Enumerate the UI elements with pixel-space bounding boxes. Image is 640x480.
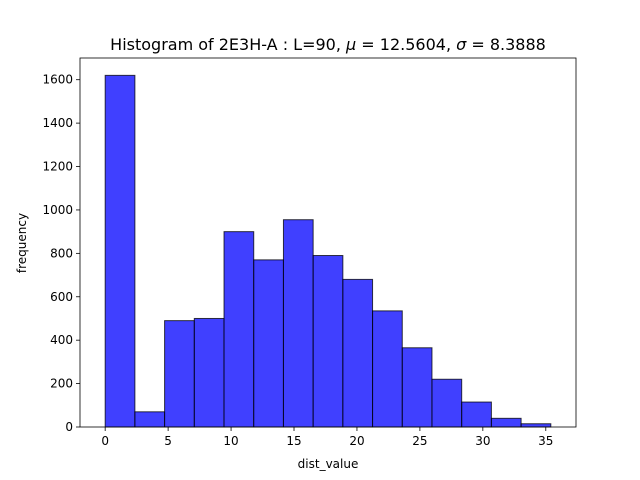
y-axis-label: frequency	[15, 213, 29, 273]
x-tick-label: 5	[164, 434, 172, 448]
y-ticks-group: 0 200 400 600 800 1000 1200 1400 1600	[42, 73, 80, 434]
bars-group	[104, 74, 552, 428]
plot-frame	[79, 57, 577, 428]
y-tick-label: 600	[50, 290, 73, 304]
histogram-bar	[342, 278, 374, 428]
histogram-bar	[193, 317, 225, 428]
y-tick-label: 1400	[42, 116, 73, 130]
histogram-bar	[461, 401, 492, 428]
y-tick-label: 400	[50, 333, 73, 347]
histogram-bar	[134, 411, 166, 428]
histogram-bar	[490, 417, 522, 428]
histogram-bar	[223, 231, 255, 428]
y-tick-label: 1600	[42, 73, 73, 87]
chart-title: Histogram of 2E3H-A : L=90, μ = 12.5604,…	[110, 35, 546, 54]
x-tick-label: 15	[286, 434, 301, 448]
y-tick-label: 0	[65, 420, 73, 434]
histogram-bar	[282, 219, 314, 428]
x-ticks-group: 0 5 10 15 20 25 30 35	[101, 427, 553, 448]
histogram-bar	[164, 320, 195, 428]
y-tick-label: 1000	[42, 203, 73, 217]
histogram-bar	[431, 378, 463, 428]
x-tick-label: 10	[223, 434, 238, 448]
x-axis-label: dist_value	[298, 457, 359, 471]
histogram-bar	[372, 310, 403, 428]
y-tick-label: 200	[50, 377, 73, 391]
x-tick-label: 0	[101, 434, 109, 448]
y-tick-label: 1200	[42, 160, 73, 174]
histogram-bar	[253, 259, 284, 428]
histogram-bar	[104, 74, 136, 428]
histogram-bar	[312, 255, 344, 428]
x-tick-label: 25	[412, 434, 427, 448]
y-tick-label: 800	[50, 246, 73, 260]
x-tick-label: 35	[538, 434, 553, 448]
histogram-bar	[401, 347, 433, 428]
histogram-bar	[520, 423, 552, 428]
x-tick-label: 20	[349, 434, 364, 448]
x-tick-label: 30	[475, 434, 490, 448]
